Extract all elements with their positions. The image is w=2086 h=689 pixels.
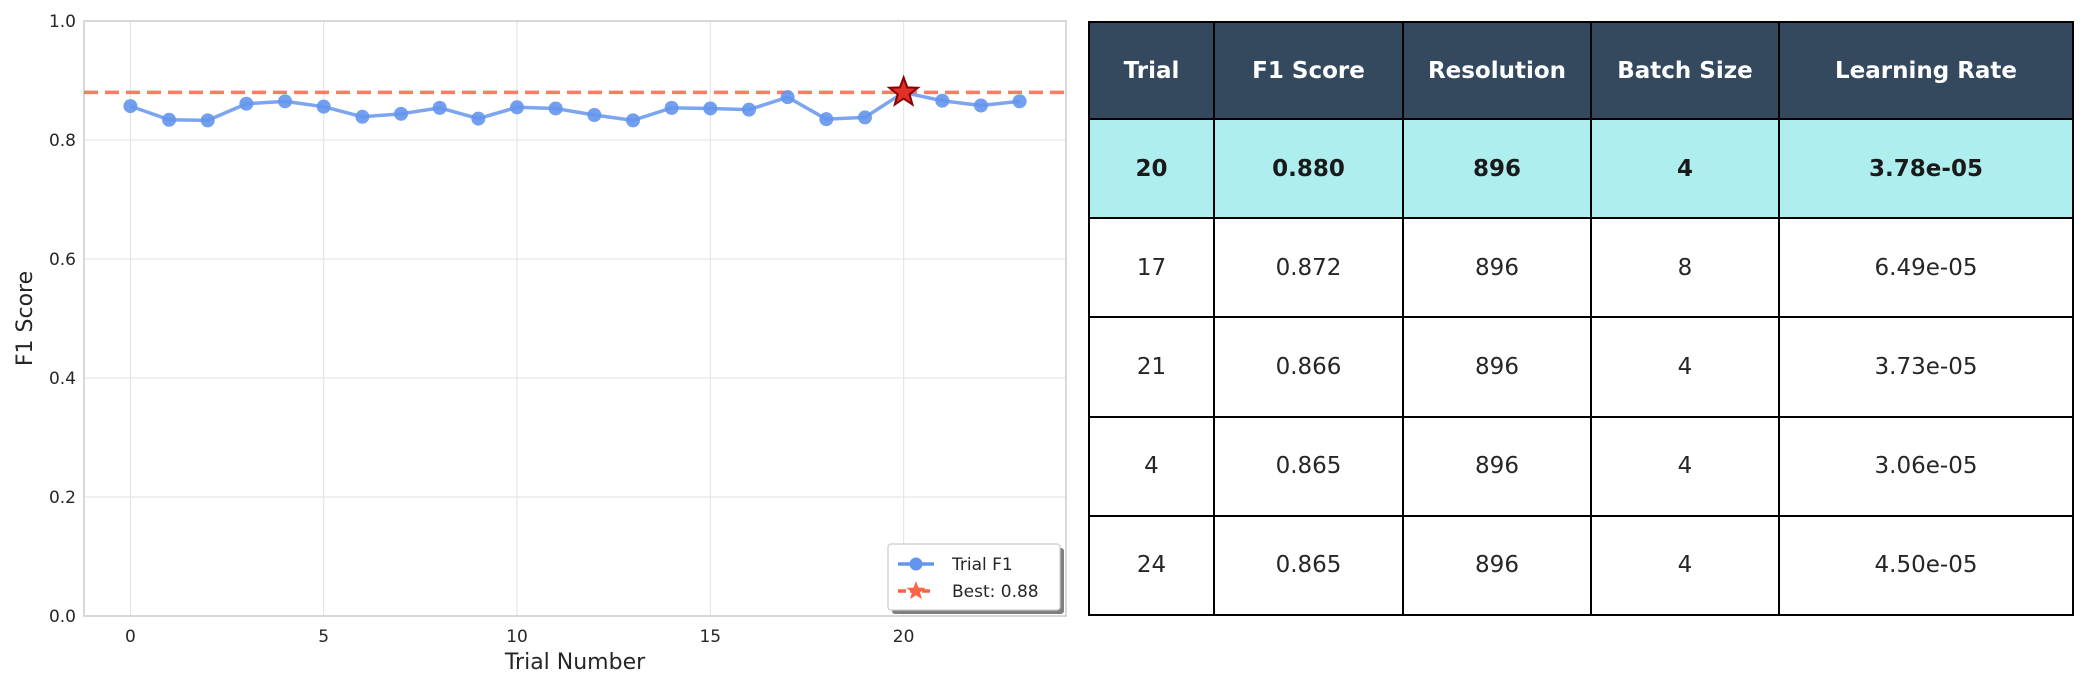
table-row: 17 0.872 896 8 6.49e-05 (1088, 217, 2074, 319)
trial-f1-point (935, 93, 950, 108)
header-trial: Trial (1088, 21, 1215, 120)
top-trials-table: Trial F1 Score Resolution Batch Size Lea… (1088, 21, 2074, 617)
trial-f1-point (471, 111, 486, 126)
y-tick-label: 0.4 (49, 369, 76, 389)
trial-f1-point (819, 112, 834, 127)
cell-trial: 24 (1088, 514, 1215, 617)
cell-batch-size: 8 (1590, 217, 1780, 319)
cell-trial: 20 (1088, 117, 1215, 220)
cell-learning-rate: 3.06e-05 (1778, 415, 2074, 517)
best-trial-star (886, 74, 921, 107)
trial-f1-point (1012, 94, 1027, 109)
cell-trial: 4 (1088, 415, 1215, 517)
trial-f1-point (625, 113, 640, 128)
trial-f1-point (432, 100, 447, 115)
header-learning-rate: Learning Rate (1778, 21, 2074, 120)
trial-f1-point (394, 106, 409, 121)
header-batch-size: Batch Size (1590, 21, 1780, 120)
table-row: 21 0.866 896 4 3.73e-05 (1088, 316, 2074, 418)
cell-f1-score: 0.866 (1213, 316, 1404, 418)
cell-resolution: 896 (1402, 316, 1592, 418)
trial-f1-point (857, 110, 872, 125)
cell-f1-score: 0.872 (1213, 217, 1404, 319)
f1-score-chart: 0 5 10 15 20 0.0 0.2 0.4 0.6 0.8 1.0 Trial Number F1… (13, 12, 1067, 675)
header-resolution: Resolution (1402, 21, 1592, 120)
trial-f1-point (548, 101, 563, 116)
trial-f1-point (703, 101, 718, 116)
trial-f1-point (278, 94, 293, 109)
plot-area (84, 21, 1066, 616)
y-tick-label: 0.2 (49, 488, 76, 508)
trial-f1-point (664, 100, 679, 115)
legend-best-marker (906, 581, 926, 600)
cell-f1-score: 0.880 (1213, 117, 1404, 220)
x-tick-label: 0 (125, 627, 136, 647)
cell-f1-score: 0.865 (1213, 514, 1404, 617)
cell-learning-rate: 3.78e-05 (1778, 117, 2074, 220)
cell-batch-size: 4 (1590, 415, 1780, 517)
cell-f1-score: 0.865 (1213, 415, 1404, 517)
x-axis-label: Trial Number (504, 650, 646, 675)
cell-batch-size: 4 (1590, 316, 1780, 418)
cell-resolution: 896 (1402, 117, 1592, 220)
x-tick-label: 15 (699, 627, 721, 647)
cell-resolution: 896 (1402, 217, 1592, 319)
y-tick-label: 0.6 (49, 250, 76, 270)
x-tick-label: 5 (318, 627, 329, 647)
plot-frame (83, 20, 1067, 617)
trial-f1-point (200, 113, 215, 128)
trial-f1-point (780, 90, 795, 105)
cell-batch-size: 4 (1590, 514, 1780, 617)
trial-f1-point (239, 96, 254, 111)
cell-learning-rate: 4.50e-05 (1778, 514, 2074, 617)
y-tick-label: 1.0 (49, 12, 76, 32)
x-tick-label: 10 (506, 627, 528, 647)
legend-trial-label: Trial F1 (951, 555, 1013, 575)
cell-resolution: 896 (1402, 415, 1592, 517)
legend-best-label: Best: 0.88 (952, 582, 1039, 602)
trial-f1-point (162, 112, 177, 127)
table-row: 24 0.865 896 4 4.50e-05 (1088, 514, 2074, 617)
cell-resolution: 896 (1402, 514, 1592, 617)
trial-f1-point (741, 102, 756, 117)
cell-learning-rate: 6.49e-05 (1778, 217, 2074, 319)
y-tick-label: 0.8 (49, 131, 76, 151)
legend-trial-marker (909, 557, 923, 571)
cell-trial: 17 (1088, 217, 1215, 319)
trial-f1-point (510, 100, 525, 115)
y-axis-label: F1 Score (13, 271, 38, 366)
header-f1-score: F1 Score (1213, 21, 1404, 120)
legend-box (887, 543, 1061, 611)
table-header-row: Trial F1 Score Resolution Batch Size Lea… (1088, 21, 2074, 120)
trial-f1-point (973, 98, 988, 113)
table-row-best: 20 0.880 896 4 3.78e-05 (1088, 117, 2074, 220)
cell-learning-rate: 3.73e-05 (1778, 316, 2074, 418)
x-tick-label: 20 (893, 627, 915, 647)
cell-trial: 21 (1088, 316, 1215, 418)
y-tick-label: 0.0 (49, 607, 76, 627)
table-row: 4 0.865 896 4 3.06e-05 (1088, 415, 2074, 517)
trial-f1-point (355, 109, 370, 124)
trial-f1-point (316, 99, 331, 114)
cell-batch-size: 4 (1590, 117, 1780, 220)
trial-f1-point (587, 108, 602, 123)
trial-f1-point (123, 99, 138, 114)
